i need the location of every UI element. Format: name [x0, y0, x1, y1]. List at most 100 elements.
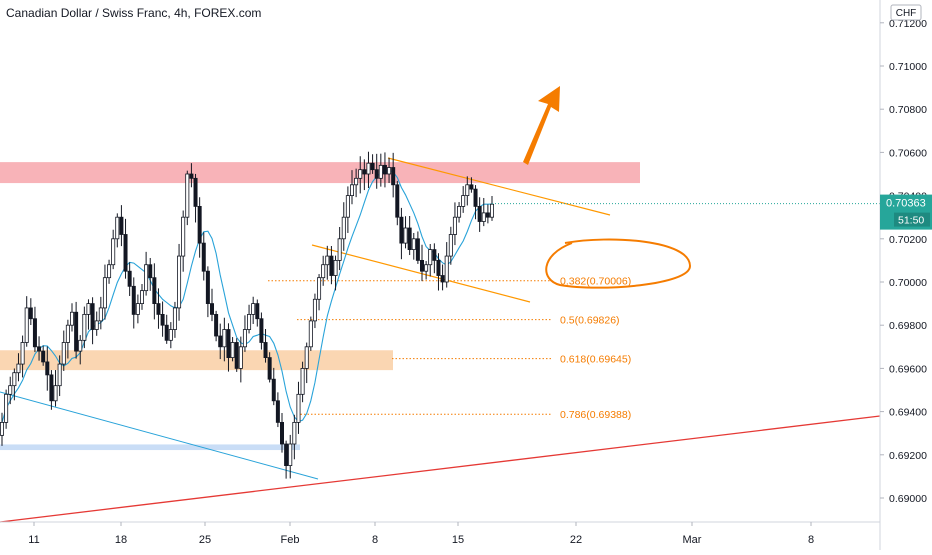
candle-body	[288, 443, 293, 467]
candle-body	[32, 318, 37, 348]
candle-body	[473, 188, 478, 207]
candle-body	[349, 184, 354, 197]
candle-body	[457, 205, 462, 218]
candle-body	[292, 421, 297, 445]
channel-lower-line	[311, 244, 531, 303]
price-tick-label: 0.69600	[889, 363, 927, 375]
time-tick-label: 8	[372, 534, 378, 546]
candle-body	[275, 400, 280, 423]
candle-body	[20, 342, 25, 365]
candle-body	[226, 329, 231, 358]
candle-body	[329, 255, 334, 276]
candle-body	[78, 339, 83, 352]
candle-body	[160, 313, 165, 326]
candle-body	[415, 238, 420, 261]
candle-body	[90, 303, 95, 330]
price-axis[interactable]: 0.712000.710000.708000.706000.704000.702…	[880, 18, 927, 505]
candle-body	[234, 342, 239, 369]
candle-body	[399, 216, 404, 244]
price-tick-label: 0.69800	[889, 320, 927, 332]
time-tick-label: 25	[199, 534, 211, 546]
candle-body	[387, 167, 392, 175]
fib-level-label: 0.382(0.70006)	[560, 276, 631, 288]
candle-body	[181, 216, 186, 257]
candle-body	[419, 259, 424, 272]
time-tick-label: Mar	[683, 534, 702, 546]
candle-body	[284, 443, 289, 467]
last-price-value: 0.70363	[886, 198, 926, 210]
descending-trendline	[0, 391, 319, 480]
time-tick-label: 15	[452, 534, 464, 546]
time-tick-label: 11	[28, 534, 39, 546]
candle-body	[312, 298, 317, 322]
lower-support-zone	[0, 444, 300, 451]
candle-body	[53, 385, 58, 402]
candle-body	[374, 169, 379, 179]
price-zones	[0, 162, 640, 451]
candle-body	[370, 162, 375, 171]
candle-body	[65, 324, 70, 343]
currency-label: CHF	[896, 8, 917, 19]
candle-body	[279, 421, 284, 445]
candle-body	[300, 367, 305, 395]
rising-trendline	[0, 415, 881, 523]
candle-body	[424, 264, 429, 272]
price-tick-label: 0.70200	[889, 234, 927, 246]
price-tick-label: 0.71000	[889, 61, 927, 73]
candle-body	[214, 313, 219, 337]
candle-body	[61, 342, 66, 365]
candle-body	[135, 303, 140, 315]
candle-body	[107, 264, 112, 279]
candle-body	[24, 307, 29, 343]
candle-body	[391, 167, 396, 186]
channel-upper-line	[387, 157, 611, 216]
fib-level-label: 0.618(0.69645)	[560, 354, 631, 366]
candle-body	[325, 255, 330, 266]
candle-body	[432, 249, 437, 261]
currency-badge[interactable]: CHF	[890, 4, 922, 21]
candle-body	[131, 285, 136, 315]
candle-body	[222, 329, 227, 348]
candle-body	[172, 307, 177, 330]
bar-countdown: 51:50	[898, 215, 924, 227]
candle-body	[152, 277, 157, 304]
candle-body	[362, 169, 367, 175]
time-axis[interactable]: 11 18 25 Feb 8 15 22 Mar 8	[28, 522, 814, 546]
time-tick-label: 18	[115, 534, 127, 546]
candle-body	[444, 255, 449, 283]
candle-body	[45, 361, 50, 376]
candle-body	[321, 264, 326, 279]
candle-body	[395, 184, 400, 218]
candle-body	[144, 264, 149, 292]
fib-level-label: 0.5(0.69826)	[560, 315, 620, 327]
candle-body	[115, 216, 120, 240]
candle-body	[436, 259, 441, 276]
candle-body	[177, 255, 182, 309]
last-price-marker: 0.70363 51:50	[880, 194, 932, 230]
candle-body	[358, 169, 363, 179]
candle-body	[238, 346, 243, 369]
candle-body	[247, 313, 252, 330]
candle-body	[57, 363, 62, 387]
candle-body	[49, 374, 54, 402]
candle-body	[28, 307, 33, 320]
fibonacci-levels: 0.382(0.70006) 0.5(0.69826) 0.618(0.69645)…	[268, 276, 631, 421]
candle-body	[448, 234, 453, 257]
candle-body	[317, 277, 322, 300]
chart-title: Canadian Dollar / Swiss Franc, 4h, FOREX…	[6, 6, 261, 20]
candle-body	[218, 335, 223, 348]
candle-body	[119, 216, 124, 235]
candle-body	[70, 311, 75, 326]
candle-body	[139, 290, 144, 305]
candle-body	[308, 320, 313, 348]
candle-body	[271, 378, 276, 402]
price-tick-label: 0.69200	[889, 450, 927, 462]
candle-body	[465, 184, 470, 197]
candle-body	[12, 372, 17, 387]
candle-body	[452, 216, 457, 235]
candle-body	[242, 329, 247, 348]
trendlines	[0, 157, 881, 523]
time-tick-label: 8	[808, 534, 814, 546]
